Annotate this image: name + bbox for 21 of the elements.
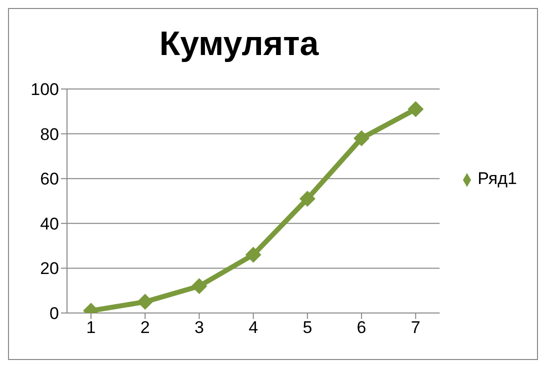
point [137,294,154,310]
y-tick-label: 40 [40,214,59,234]
x-tick-label: 6 [356,318,366,338]
x-tick-label: 1 [86,318,96,338]
x-tick-label: 4 [248,318,258,338]
x-tick-label: 3 [194,318,204,338]
x-tick-label: 5 [302,318,312,338]
point [299,190,316,207]
legend-label: Ряд1 [478,169,517,188]
y-tick-label: 100 [30,80,59,100]
y-tick-label: 20 [40,259,59,278]
y-tick-label: 60 [40,170,59,189]
x-tick-label: 2 [140,318,150,338]
point [245,246,262,263]
point [408,101,424,118]
y-tick-label: 80 [40,124,59,144]
point [191,278,208,294]
x-tick-label: 7 [410,318,420,338]
y-tick-label: 0 [50,304,59,324]
point [354,130,370,146]
chart-title: Кумулята [158,25,320,64]
